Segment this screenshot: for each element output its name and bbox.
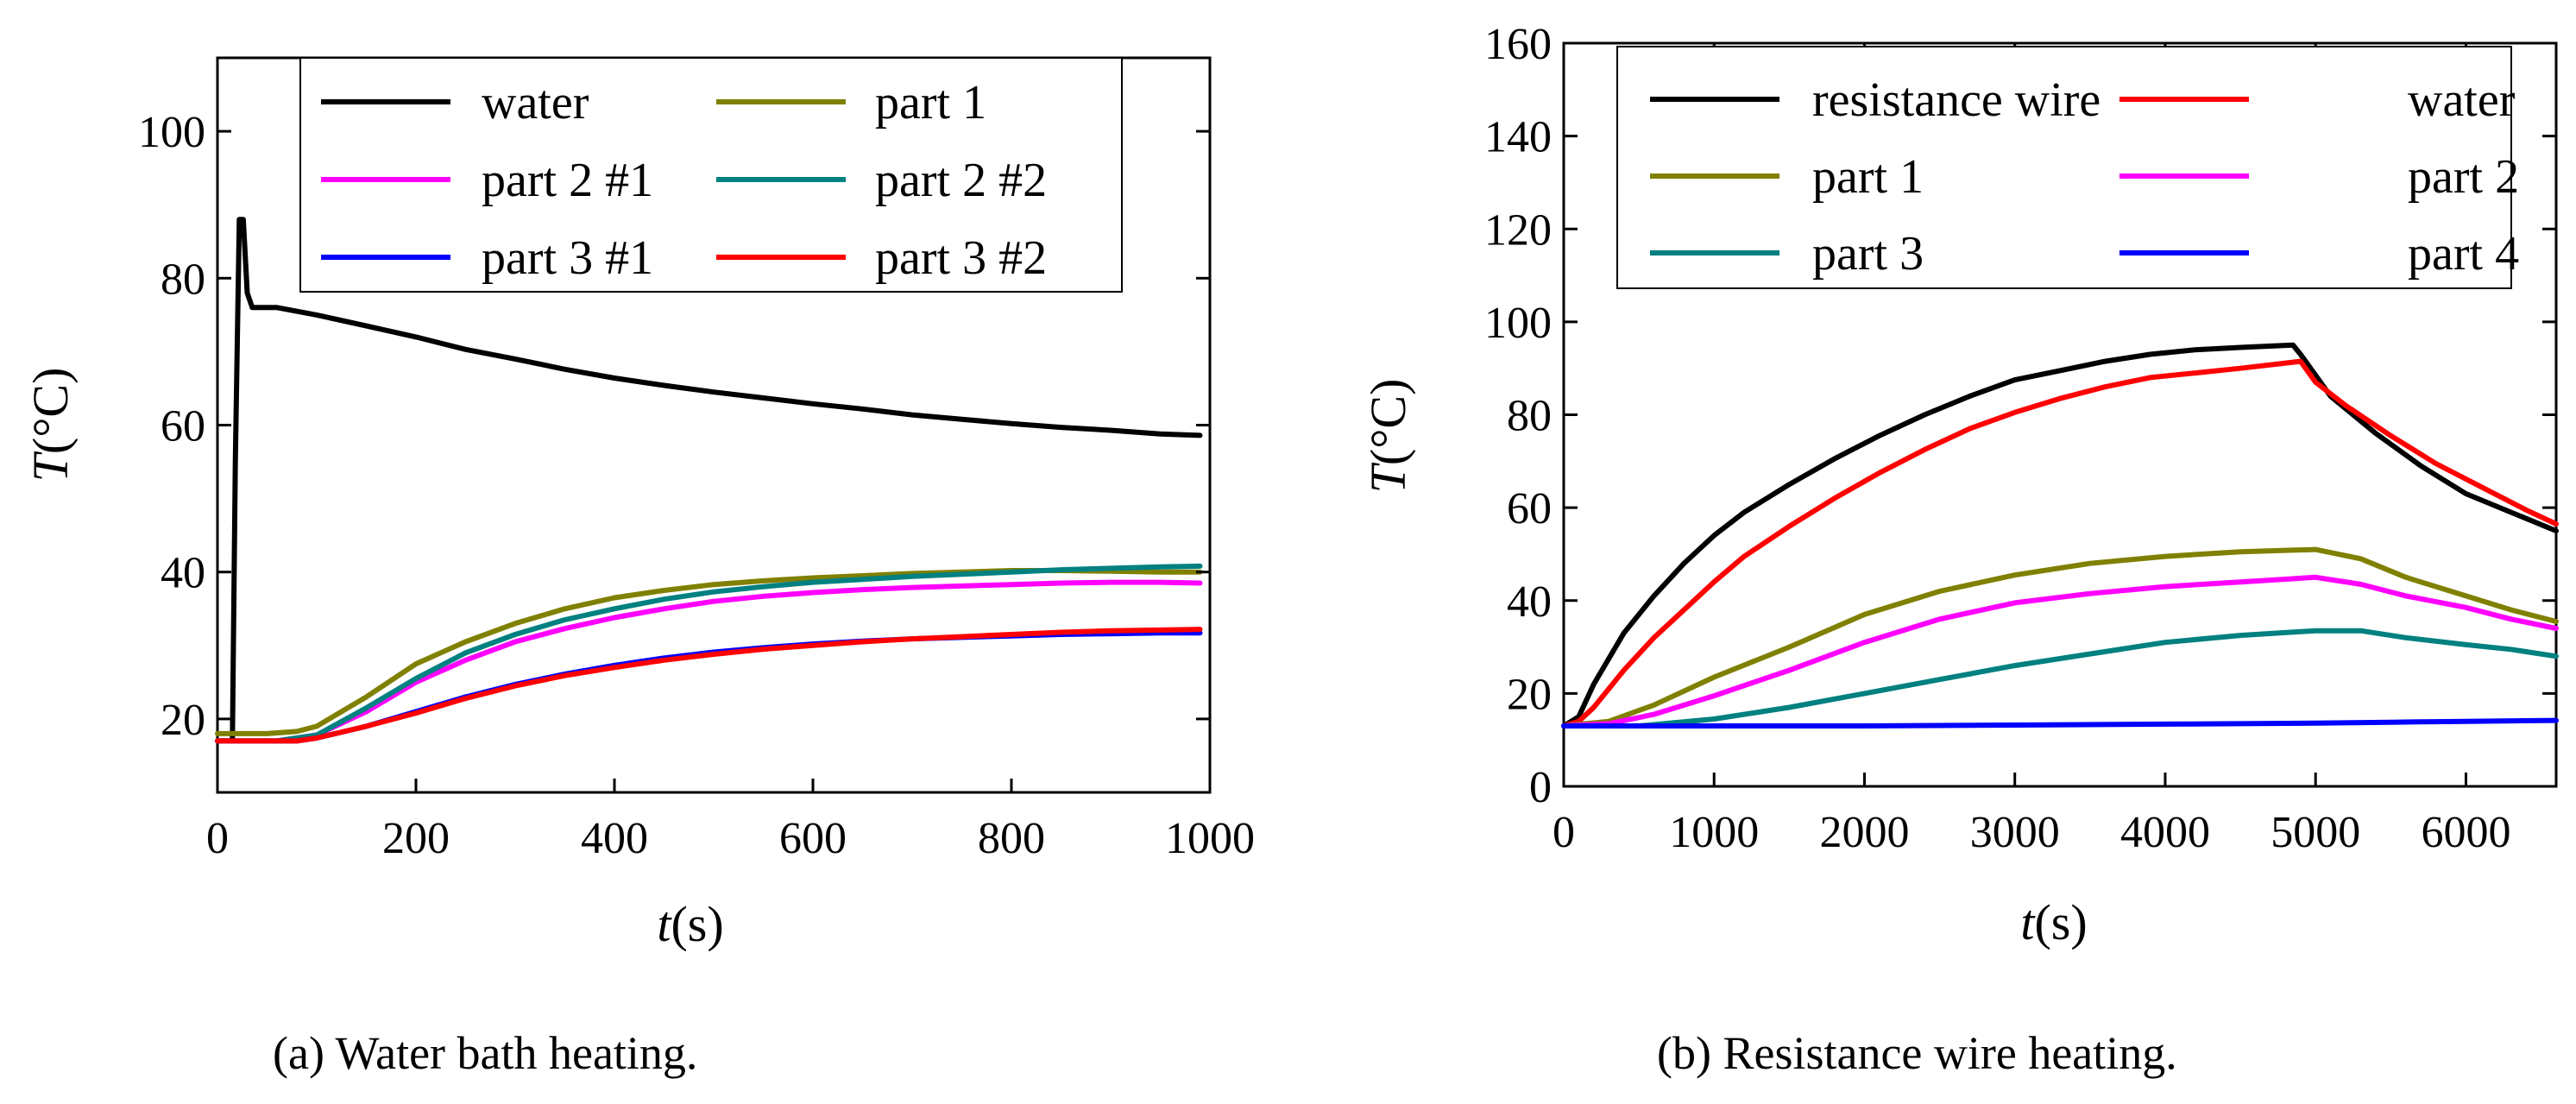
a-legend-label-0: water	[482, 76, 589, 129]
b-legend-label-5: part 4	[2408, 227, 2519, 281]
a-series-line-2	[215, 579, 1203, 744]
a-x-tick-label-3: 600	[779, 814, 847, 863]
b-legend-label-1: water	[2408, 73, 2516, 127]
b-legend: resistance wire water part 1 part 2 part 3 pa…	[1616, 46, 2519, 289]
b-y-tick-label-4: 80	[1507, 392, 1552, 441]
a-legend: water part 1 part 2 #1 part 2 #2 part 3 #1 pa…	[299, 57, 1123, 293]
a-series-line-3	[215, 563, 1203, 744]
b-y-tick-label-7: 140	[1484, 113, 1552, 162]
b-y-axis-unit: (°C)	[1360, 379, 1416, 466]
b-y-tick-label-3: 60	[1507, 484, 1552, 533]
b-y-tick-label-2: 40	[1507, 577, 1552, 627]
b-x-tick-label-6: 6000	[2421, 808, 2510, 857]
b-x-tick-label-4: 4000	[2120, 808, 2210, 857]
b-series-line-3	[1561, 574, 2559, 729]
a-x-tick-label-5: 1000	[1165, 814, 1255, 863]
a-x-axis-unit: (s)	[671, 896, 723, 952]
b-y-axis-title: T(°C)	[1360, 379, 1416, 494]
b-legend-label-4: part 3	[1812, 227, 1924, 281]
panel-b-resistance-wire-chart: 0 1000 2000 3000 4000 5000 6000 0 20 40 60 80 100 120…	[1360, 20, 2559, 1079]
b-y-axis-var: T	[1360, 462, 1416, 493]
a-legend-label-3: part 2 #2	[875, 154, 1047, 207]
a-y-axis-unit: (°C)	[22, 368, 79, 455]
a-x-axis-title: t(s)	[657, 896, 723, 952]
panel-a-water-bath-chart: 0 200 400 600 800 1000 20 40 60 80 100 t(s) T(°C) wat…	[22, 56, 1255, 1079]
b-x-tick-label-3: 3000	[1970, 808, 2060, 857]
b-x-axis-var: t	[2020, 894, 2036, 950]
b-y-tick-label-6: 120	[1484, 205, 1552, 255]
b-y-tick-label-1: 20	[1507, 670, 1552, 719]
b-legend-label-2: part 1	[1812, 150, 1924, 204]
b-series-line-1	[1561, 358, 2559, 729]
b-y-tick-label-5: 100	[1484, 299, 1552, 348]
a-caption: (a) Water bath heating.	[273, 1027, 697, 1079]
a-y-tick-label-0: 20	[161, 696, 205, 745]
a-y-tick-label-3: 80	[161, 255, 205, 304]
a-legend-label-1: part 1	[875, 76, 986, 129]
b-series-line-5	[1561, 717, 2559, 729]
a-x-tick-label-0: 0	[206, 814, 229, 863]
a-x-tick-label-2: 400	[581, 814, 648, 863]
a-y-tick-label-1: 40	[161, 549, 205, 598]
b-series-line-4	[1561, 628, 2559, 729]
a-series-line-5	[215, 627, 1203, 744]
a-y-tick-label-2: 60	[161, 402, 205, 451]
b-series-line-0	[1561, 342, 2559, 729]
b-x-tick-label-1: 1000	[1669, 808, 1759, 857]
b-x-axis-title: t(s)	[2020, 894, 2087, 950]
b-x-axis-unit: (s)	[2034, 894, 2087, 950]
a-series-line-0	[215, 217, 1203, 744]
b-x-tick-label-2: 2000	[1819, 808, 1909, 857]
a-x-axis-var: t	[657, 896, 672, 952]
a-legend-label-2: part 2 #1	[482, 154, 653, 207]
a-y-tick-label-4: 100	[138, 108, 205, 157]
a-x-tick-label-4: 800	[978, 814, 1045, 863]
a-y-axis-title: T(°C)	[22, 368, 79, 483]
a-legend-label-4: part 3 #1	[482, 231, 653, 285]
b-y-tick-label-8: 160	[1484, 20, 1552, 69]
a-x-tick-label-1: 200	[382, 814, 450, 863]
b-legend-label-0: resistance wire	[1812, 73, 2100, 127]
a-legend-label-5: part 3 #2	[875, 231, 1047, 285]
b-x-tick-label-0: 0	[1553, 808, 1575, 857]
b-legend-label-3: part 2	[2408, 150, 2519, 204]
b-caption: (b) Resistance wire heating.	[1657, 1027, 2177, 1079]
b-y-tick-label-0: 0	[1529, 763, 1552, 812]
b-x-tick-label-5: 5000	[2271, 808, 2360, 857]
b-series-line-2	[1561, 546, 2559, 729]
b-legend-box	[1616, 46, 2512, 289]
a-y-axis-var: T	[22, 451, 79, 482]
a-legend-box	[299, 57, 1123, 293]
